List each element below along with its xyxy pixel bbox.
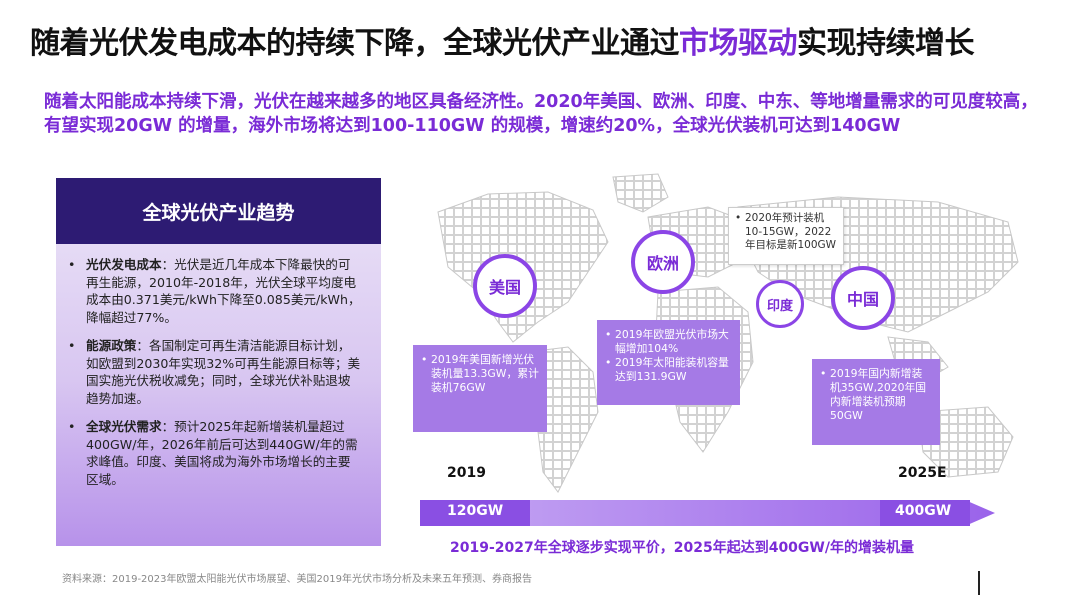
title-part1: 随着光伏发电成本的持续下降，全球光伏产业通过 bbox=[30, 26, 680, 61]
timeline-end-year: 2025E bbox=[898, 465, 947, 481]
region-bubble-india: 印度 bbox=[756, 280, 804, 328]
trend-item-text: ：各国制定可再生清洁能源目标计划，如欧盟到2030年实现32%可再生能源目标等；… bbox=[86, 338, 361, 406]
callout-usa: 2019年美国新增光伏装机量13.3GW，累计装机76GW bbox=[413, 345, 547, 432]
trend-item-text: ：光伏是近几年成本下降最快的可再生能源，2010年-2018年，光伏全球平均度电… bbox=[86, 257, 361, 325]
trend-item-label: 能源政策 bbox=[86, 338, 137, 353]
timeline-arrow bbox=[420, 500, 995, 526]
title-highlight: 市场驱动 bbox=[679, 26, 798, 61]
map-greenland bbox=[612, 173, 669, 213]
trend-item-label: 全球光伏需求 bbox=[86, 419, 162, 434]
callout-usa-line: 2019年美国新增光伏装机量13.3GW，累计装机76GW bbox=[421, 353, 539, 395]
region-bubble-europe: 欧洲 bbox=[631, 230, 695, 294]
title-part2: 实现持续增长 bbox=[797, 26, 975, 61]
map-australia bbox=[917, 406, 1014, 478]
callout-europe-line: 2019年欧盟光伏市场大幅增加104% bbox=[605, 328, 732, 356]
callout-europe: 2019年欧盟光伏市场大幅增加104% 2019年太阳能装机容量达到131.9G… bbox=[597, 320, 740, 405]
callout-china: 2019年国内新增装机35GW,2020年国内新增装机预期50GW bbox=[812, 359, 940, 445]
callout-india: 2020年预计装机10-15GW，2022年目标是新100GW bbox=[728, 207, 844, 265]
trend-panel-heading: 全球光伏产业趋势 bbox=[56, 178, 381, 244]
region-bubble-china: 中国 bbox=[831, 266, 895, 330]
callout-india-line: 2020年预计装机10-15GW，2022年目标是新100GW bbox=[735, 212, 837, 253]
page-subtitle: 随着太阳能成本持续下滑，光伏在越来越多的地区具备经济性。2020年美国、欧洲、印… bbox=[44, 92, 1038, 136]
page-divider bbox=[978, 571, 980, 595]
source-note: 资料来源：2019-2023年欧盟太阳能光伏市场展望、美国2019年光伏市场分析… bbox=[62, 574, 532, 585]
trend-item-cost: 光伏发电成本：光伏是近几年成本下降最快的可再生能源，2010年-2018年，光伏… bbox=[66, 256, 363, 326]
timeline-caption: 2019-2027年全球逐步实现平价，2025年起达到400GW/年的增装机量 bbox=[450, 540, 914, 556]
trend-item-text: ：预计2025年起新增装机量超过400GW/年，2026年前后可达到440GW/… bbox=[86, 419, 358, 487]
timeline-start-year: 2019 bbox=[447, 465, 486, 481]
callout-europe-line: 2019年太阳能装机容量达到131.9GW bbox=[605, 356, 732, 384]
trend-item-demand: 全球光伏需求：预计2025年起新增装机量超过400GW/年，2026年前后可达到… bbox=[66, 418, 363, 488]
trend-item-policy: 能源政策：各国制定可再生清洁能源目标计划，如欧盟到2030年实现32%可再生能源… bbox=[66, 337, 363, 407]
trend-list: 光伏发电成本：光伏是近几年成本下降最快的可再生能源，2010年-2018年，光伏… bbox=[56, 244, 381, 488]
callout-china-line: 2019年国内新增装机35GW,2020年国内新增装机预期50GW bbox=[820, 367, 932, 423]
timeline-end-value: 400GW bbox=[895, 503, 952, 519]
page-title: 随着光伏发电成本的持续下降，全球光伏产业通过市场驱动实现持续增长 bbox=[30, 18, 1060, 62]
timeline-start-value: 120GW bbox=[447, 503, 504, 519]
trend-item-label: 光伏发电成本 bbox=[86, 257, 162, 272]
region-bubble-usa: 美国 bbox=[473, 254, 537, 318]
trend-panel: 全球光伏产业趋势 光伏发电成本：光伏是近几年成本下降最快的可再生能源，2010年… bbox=[56, 178, 381, 546]
